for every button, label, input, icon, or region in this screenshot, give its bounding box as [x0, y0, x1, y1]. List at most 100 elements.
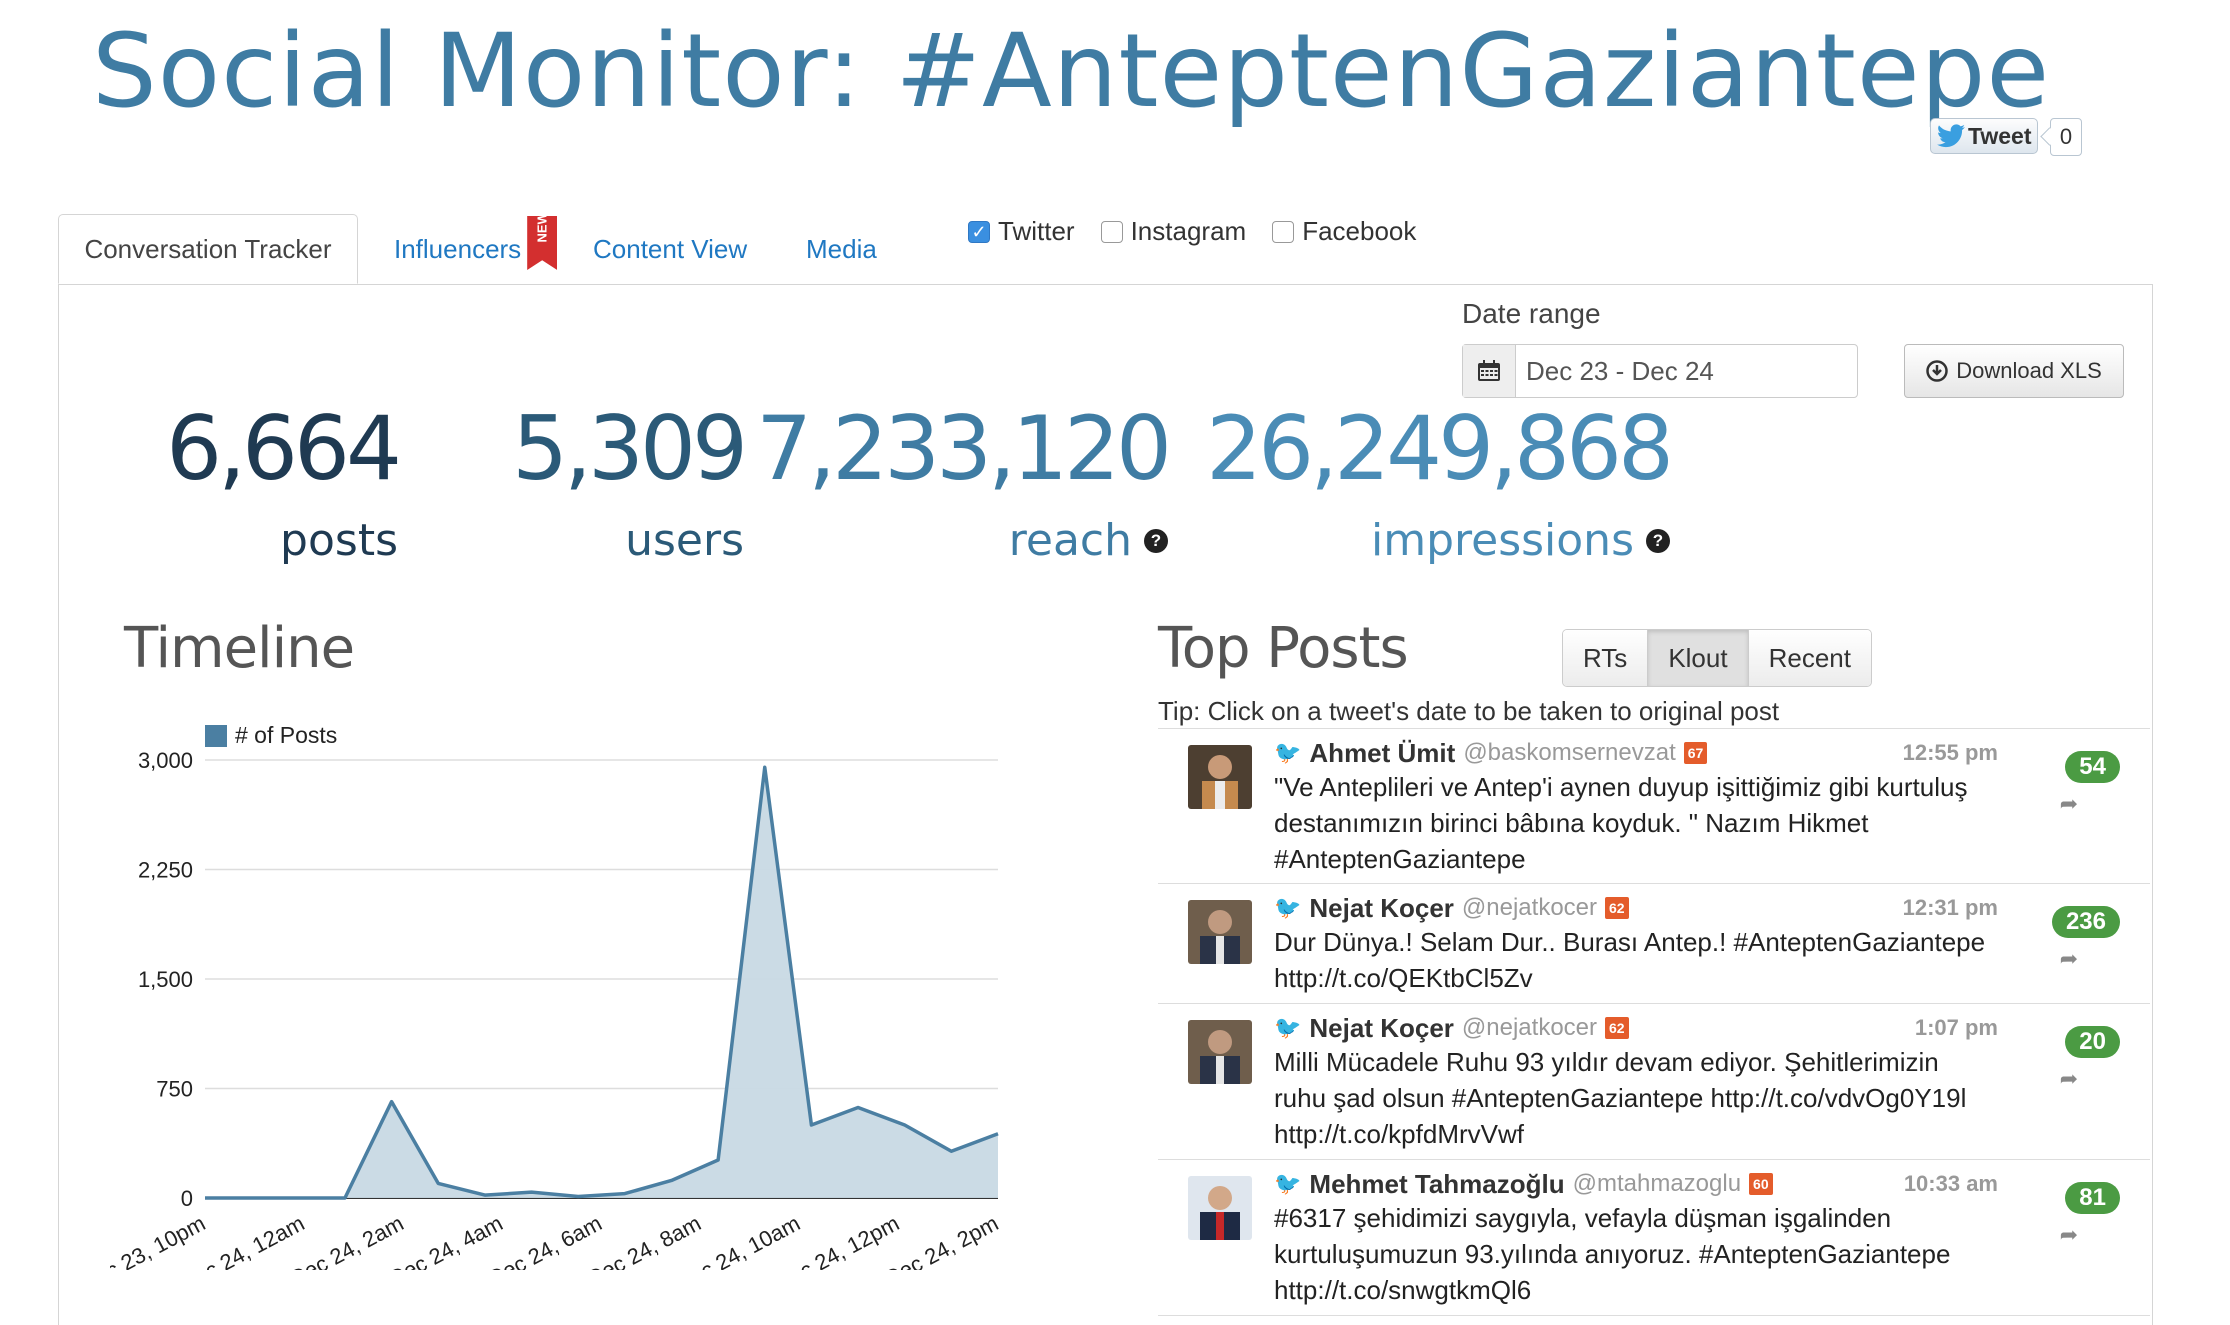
post-text: "Ve Anteplileri ve Antep'i aynen duyup i…	[1274, 772, 1968, 874]
klout-badge: 62	[1605, 897, 1629, 919]
timeline-chart: # of Posts 0 750 1,500 2,250 3,000 Dec 23, 1…	[110, 722, 1002, 1270]
avatar[interactable]	[1188, 900, 1252, 964]
stat-value: 6,664	[166, 397, 402, 500]
post-text: #6317 şehidimizi saygıyla, vefayla düşma…	[1274, 1203, 1951, 1305]
page-title: Social Monitor: #AnteptenGaziantepe	[92, 12, 2051, 131]
tweet-button-label: Tweet	[1968, 122, 2032, 149]
tab-label: Media	[806, 233, 877, 264]
post-author[interactable]: Nejat Koçer	[1309, 892, 1454, 923]
post-author[interactable]: Nejat Koçer	[1309, 1012, 1454, 1043]
top-posts-list: 🐦 Ahmet Ümit @baskomsernevzat 67 12:55 pm "V…	[1158, 728, 2150, 1316]
x-tick-label: Dec 24, 2am	[286, 1210, 408, 1270]
post-time[interactable]: 1:07 pm	[1914, 1015, 1998, 1040]
stat-value: 5,309	[512, 397, 748, 500]
avatar[interactable]	[1188, 1020, 1252, 1084]
calendar-icon[interactable]	[1463, 345, 1516, 397]
stat-value: 7,233,120	[756, 397, 1172, 500]
checkbox-icon[interactable]	[1272, 220, 1295, 243]
download-xls-button[interactable]: Download XLS	[1904, 344, 2124, 398]
tab-content-view[interactable]: Content View	[593, 214, 747, 284]
twitter-bird-icon	[1937, 124, 1965, 148]
y-tick-label: 2,250	[138, 858, 193, 883]
tab-label: Conversation Tracker	[84, 233, 332, 264]
post-time[interactable]: 12:31 pm	[1902, 895, 1998, 920]
post-text: Milli Mücadele Ruhu 93 yıldır devam ediy…	[1274, 1047, 1967, 1149]
share-icon[interactable]: ➦	[2059, 1066, 2078, 1091]
post-text: Dur Dünya.! Selam Dur.. Burası Antep.! #…	[1274, 927, 1986, 993]
x-tick-label: Dec 23, 10pm	[110, 1210, 209, 1270]
stat-label: reach	[1008, 515, 1132, 566]
download-icon	[1926, 360, 1948, 382]
checkbox-checked-icon[interactable]: ✓	[968, 220, 990, 243]
y-tick-label: 750	[156, 1077, 193, 1102]
sort-recent-button[interactable]: Recent	[1748, 630, 1871, 686]
post-time[interactable]: 12:55 pm	[1902, 740, 1998, 765]
tab-media[interactable]: Media	[806, 214, 877, 284]
avatar[interactable]	[1188, 745, 1252, 809]
avatar[interactable]	[1188, 1176, 1252, 1240]
y-tick-label: 1,500	[138, 967, 193, 992]
twitter-bird-icon: 🐦	[1274, 740, 1302, 765]
klout-badge: 60	[1749, 1173, 1773, 1195]
area-fill	[205, 767, 998, 1198]
top-posts-heading: Top Posts	[1158, 616, 1409, 681]
post-handle[interactable]: @mtahmazoglu	[1572, 1170, 1742, 1197]
share-icon[interactable]: ➦	[2059, 1222, 2078, 1247]
tab-conversation-tracker[interactable]: Conversation Tracker	[58, 214, 358, 284]
filter-instagram[interactable]: Instagram	[1100, 216, 1246, 247]
stat-label: impressions	[1370, 515, 1634, 566]
post-item: 🐦 Nejat Koçer @nejatkocer 62 12:31 pm Dur Dü…	[1158, 884, 2150, 1004]
post-handle[interactable]: @nejatkocer	[1461, 1014, 1597, 1041]
y-tick-label: 3,000	[138, 748, 193, 773]
stat-impressions: 26,249,868 impressions?	[1206, 397, 1674, 567]
tweet-button[interactable]: Tweet	[1930, 118, 2038, 154]
filter-facebook[interactable]: Facebook	[1272, 216, 1416, 247]
post-author[interactable]: Mehmet Tahmazoğlu	[1309, 1168, 1565, 1199]
x-tick-label: Dec 24, 8am	[583, 1210, 705, 1270]
stat-reach: 7,233,120 reach?	[756, 397, 1172, 567]
info-icon[interactable]: ?	[1646, 528, 1670, 553]
stat-users: 5,309 users	[512, 397, 748, 567]
post-time[interactable]: 10:33 am	[1903, 1171, 1998, 1196]
post-item: 🐦 Ahmet Ümit @baskomsernevzat 67 12:55 pm "V…	[1158, 729, 2150, 884]
date-range-value: Dec 23 - Dec 24	[1526, 355, 1714, 386]
retweet-count-badge: 81	[2065, 1182, 2120, 1214]
twitter-bird-icon: 🐦	[1274, 1015, 1302, 1040]
main-panel	[58, 284, 2153, 1325]
share-icon[interactable]: ➦	[2059, 791, 2078, 816]
stat-value: 26,249,868	[1206, 397, 1674, 500]
date-range-input[interactable]: Dec 23 - Dec 24	[1462, 344, 1858, 398]
x-tick-label: Dec 24, 6am	[484, 1210, 606, 1270]
stat-label: users	[625, 515, 744, 566]
sort-toggle: RTs Klout Recent	[1562, 629, 1872, 687]
post-author[interactable]: Ahmet Ümit	[1309, 737, 1456, 768]
retweet-count-badge: 20	[2065, 1026, 2120, 1058]
retweet-count-badge: 54	[2065, 751, 2120, 783]
checkbox-icon[interactable]	[1100, 220, 1123, 243]
sort-klout-button[interactable]: Klout	[1648, 630, 1749, 686]
twitter-bird-icon: 🐦	[1274, 895, 1302, 920]
tab-influencers[interactable]: Influencers NEW	[394, 214, 558, 284]
stat-label: posts	[280, 515, 398, 566]
tweet-count: 0	[2050, 118, 2082, 156]
date-range-label: Date range	[1462, 298, 1601, 329]
klout-badge: 67	[1683, 742, 1708, 764]
sort-rts-button[interactable]: RTs	[1563, 630, 1649, 686]
x-tick-label: Dec 24, 4am	[385, 1210, 507, 1270]
share-icon[interactable]: ➦	[2059, 946, 2078, 971]
stat-posts: 6,664 posts	[166, 397, 402, 567]
new-badge: NEW	[527, 216, 558, 270]
tip-text: Tip: Click on a tweet's date to be taken…	[1158, 696, 1780, 726]
retweet-count-badge: 236	[2051, 906, 2120, 938]
filter-twitter[interactable]: ✓ Twitter	[968, 216, 1075, 247]
post-item: 🐦 Mehmet Tahmazoğlu @mtahmazoglu 60 10:33 am…	[1158, 1160, 2150, 1316]
timeline-heading: Timeline	[124, 616, 355, 681]
legend-swatch	[205, 725, 227, 747]
info-icon[interactable]: ?	[1144, 528, 1168, 553]
tab-label: Influencers	[394, 233, 522, 264]
download-label: Download XLS	[1956, 358, 2102, 383]
area-line	[205, 765, 999, 1200]
post-item: 🐦 Nejat Koçer @nejatkocer 62 1:07 pm Milli M…	[1158, 1004, 2150, 1160]
post-handle[interactable]: @baskomsernevzat	[1463, 739, 1676, 766]
post-handle[interactable]: @nejatkocer	[1461, 894, 1597, 921]
